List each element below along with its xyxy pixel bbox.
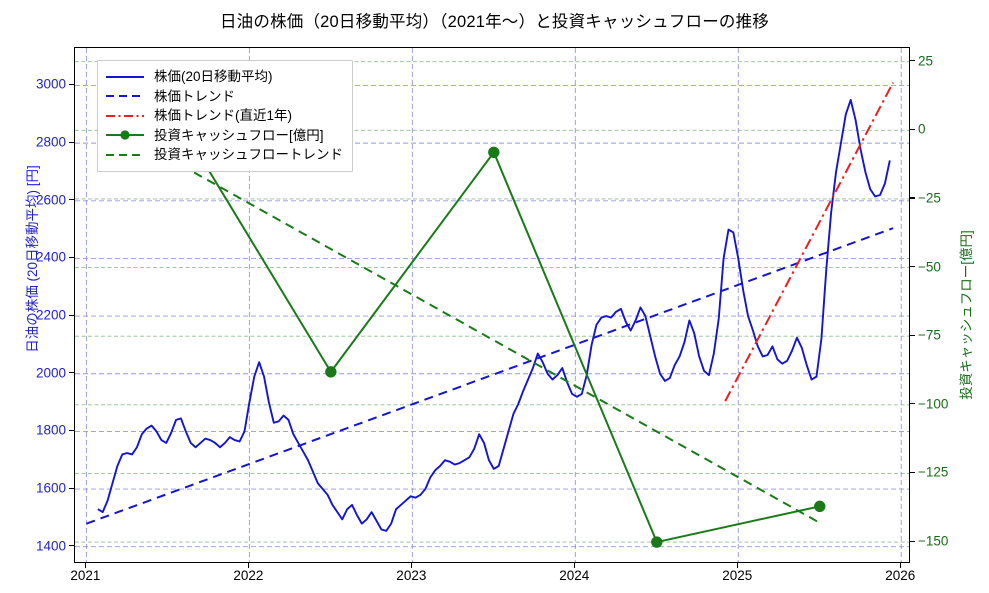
x-axis-tick: 2026 <box>885 568 916 583</box>
axis-tick-mark <box>69 314 74 316</box>
axis-tick-mark <box>410 563 413 568</box>
legend-item[interactable]: 投資キャッシュフロー[億円] <box>105 126 343 146</box>
x-axis-tick-labels: 2021 2022 2023 2024 2025 2026 <box>70 568 915 590</box>
axis-tick-mark <box>69 487 74 489</box>
axis-tick-mark <box>910 334 915 336</box>
right-axis-tick: 0 <box>918 121 926 137</box>
chart-legend: 株価(20日移動平均) 株価トレンド株価トレンド(直近1年) 投資キャッシュフロー[… <box>97 60 353 172</box>
x-axis-tick: 2023 <box>396 568 427 583</box>
legend-item[interactable]: 株価トレンド <box>105 87 343 107</box>
x-axis-tick: 2024 <box>559 568 590 583</box>
axis-tick-mark <box>910 471 915 474</box>
right-axis-tick: −25 <box>918 190 941 206</box>
axis-tick-mark <box>69 429 74 432</box>
axis-tick-mark <box>247 563 250 568</box>
axis-tick-mark <box>910 197 915 199</box>
series-line <box>167 156 821 524</box>
left-axis-tick: 2600 <box>35 192 66 208</box>
legend-swatch-icon <box>105 148 145 162</box>
legend-label: 株価トレンド <box>154 88 235 104</box>
axis-tick-mark <box>910 540 915 542</box>
chart-title: 日油の株価（20日移動平均）（2021年〜）と投資キャッシュフローの推移 <box>219 13 769 31</box>
axis-tick-mark <box>84 563 87 568</box>
legend-label: 投資キャッシュフロートレンド <box>154 147 343 162</box>
legend-item[interactable]: 株価(20日移動平均) <box>105 67 343 87</box>
legend-item[interactable]: 投資キャッシュフロートレンド <box>105 145 343 165</box>
left-axis-title: 日油の株価 (20日移動平均) [円] <box>25 165 40 353</box>
right-axis-tick: −150 <box>918 533 949 549</box>
legend-swatch-icon <box>105 109 145 123</box>
axis-tick-mark <box>69 199 74 201</box>
legend-label: 株価(20日移動平均) <box>154 69 273 84</box>
axis-tick-mark <box>69 545 74 547</box>
plot-area <box>74 47 910 563</box>
series-line <box>86 227 894 525</box>
right-axis-tick: −50 <box>918 259 941 275</box>
right-axis-tick: 25 <box>918 53 934 69</box>
axis-tick-mark <box>899 563 901 568</box>
x-axis-tick: 2022 <box>233 568 264 583</box>
left-axis-tick: 1400 <box>35 538 66 554</box>
right-axis-tick: −75 <box>918 327 941 343</box>
axis-tick-mark <box>910 266 915 268</box>
plot-svg <box>75 48 909 562</box>
left-axis-tick: 2400 <box>35 249 66 265</box>
legend-label: 投資キャッシュフロー[億円] <box>154 127 324 143</box>
axis-tick-mark <box>910 403 915 405</box>
legend-swatch-icon <box>105 89 145 103</box>
right-axis-tick-labels: 25 0 −25 −50 −75 −100 −125 −150 <box>918 47 988 563</box>
series-line <box>724 82 894 402</box>
left-axis-tick: 2800 <box>35 134 66 150</box>
legend-swatch-icon <box>105 70 145 84</box>
axis-tick-mark <box>736 563 738 568</box>
left-axis-tick: 2000 <box>35 365 66 381</box>
data-point-marker <box>651 536 663 548</box>
left-axis-tick: 1800 <box>35 422 66 438</box>
left-axis-tick: 1600 <box>35 480 66 496</box>
axis-tick-mark <box>910 60 915 62</box>
series-line <box>97 98 891 532</box>
right-axis-title: 投資キャッシュフロー[億円] <box>959 230 974 400</box>
axis-tick-mark <box>910 128 915 131</box>
data-point-marker <box>814 500 826 513</box>
x-axis-tick: 2021 <box>70 568 101 583</box>
legend-item[interactable]: 株価トレンド(直近1年) <box>105 106 343 126</box>
data-point-marker <box>488 146 500 159</box>
left-axis-tick-labels: 1400 1600 1800 2000 2200 2400 2600 2800 3000 <box>0 47 66 563</box>
legend-label: 株価トレンド(直近1年) <box>154 108 292 123</box>
axis-tick-mark <box>573 563 575 568</box>
right-axis-tick: −125 <box>918 464 949 480</box>
left-axis-tick: 2200 <box>35 307 66 323</box>
legend-swatch-icon <box>105 128 145 142</box>
axis-tick-mark <box>69 83 74 86</box>
axis-tick-mark <box>69 256 74 259</box>
axis-tick-mark <box>69 141 74 143</box>
left-axis-tick: 3000 <box>35 76 66 92</box>
x-axis-tick: 2025 <box>722 568 753 583</box>
data-point-marker <box>325 366 337 378</box>
axis-tick-mark <box>69 372 74 374</box>
right-axis-tick: −100 <box>918 396 949 412</box>
